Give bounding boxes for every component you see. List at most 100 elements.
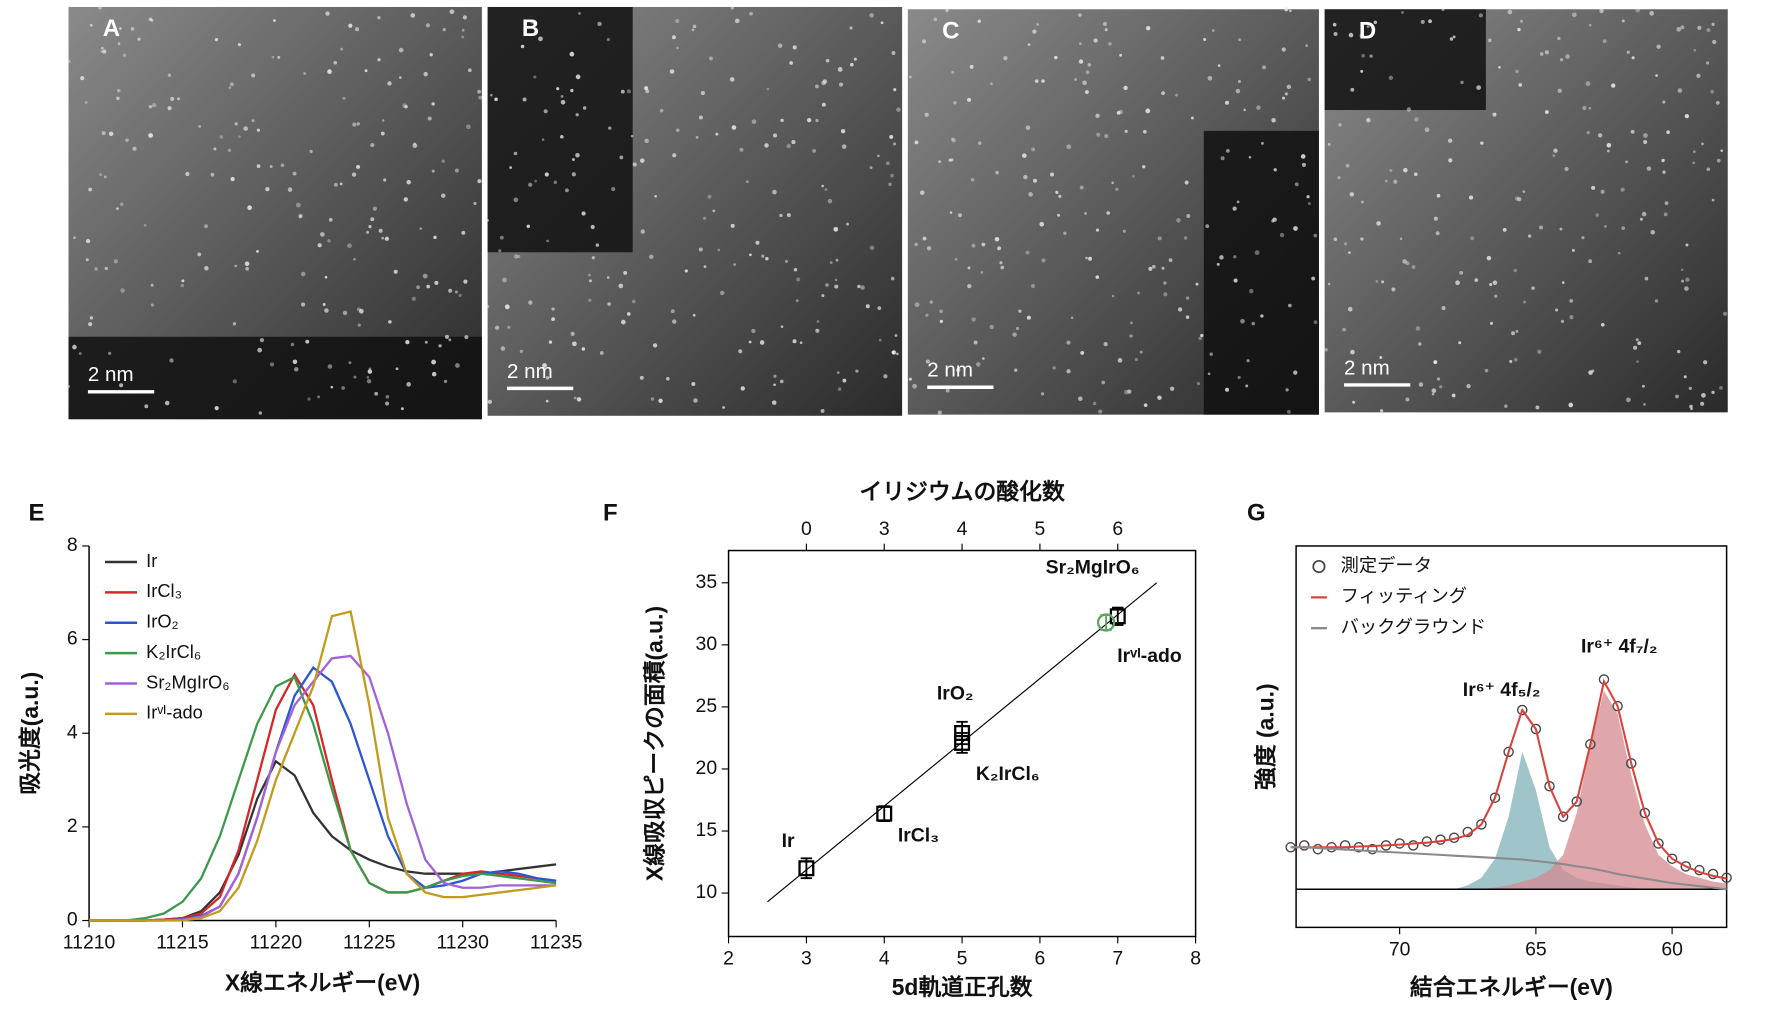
point-label: IrO₂ bbox=[937, 682, 974, 704]
atom-dot bbox=[709, 56, 713, 61]
atom-dot bbox=[1685, 243, 1689, 247]
atom-dot bbox=[1285, 388, 1289, 392]
atom-dot bbox=[88, 322, 93, 327]
point-label: Ir bbox=[782, 830, 795, 852]
atom-dot bbox=[1535, 405, 1540, 410]
x-tick-label: 3 bbox=[801, 947, 812, 969]
atom-dot bbox=[967, 283, 972, 289]
atom-dot bbox=[1712, 39, 1717, 45]
atom-dot bbox=[256, 164, 261, 168]
atom-dot bbox=[477, 89, 482, 94]
atom-dot bbox=[400, 407, 404, 411]
atom-dot bbox=[967, 266, 971, 270]
atom-dot bbox=[575, 152, 580, 158]
atom-dot bbox=[1301, 162, 1307, 167]
data-point bbox=[1476, 819, 1487, 830]
vacuum-region bbox=[1324, 9, 1486, 111]
atom-dot bbox=[691, 28, 695, 32]
atom-dot bbox=[108, 131, 114, 137]
atom-dot bbox=[1300, 154, 1306, 159]
atom-dot bbox=[1703, 360, 1708, 365]
atom-dot bbox=[581, 211, 586, 216]
atom-dot bbox=[1537, 349, 1542, 354]
atom-dot bbox=[1106, 211, 1110, 215]
atom-dot bbox=[1722, 311, 1728, 316]
atom-dot bbox=[219, 135, 223, 139]
atom-dot bbox=[1145, 25, 1151, 31]
atom-dot bbox=[1539, 52, 1544, 56]
atom-dot bbox=[1565, 54, 1570, 59]
atom-dot bbox=[1654, 299, 1659, 303]
x-tick-label: 8 bbox=[1190, 947, 1201, 969]
atom-dot bbox=[448, 338, 452, 342]
atom-dot bbox=[486, 219, 489, 222]
atom-dot bbox=[292, 359, 298, 365]
atom-dot bbox=[473, 201, 477, 206]
atom-dot bbox=[1414, 117, 1419, 122]
atom-dot bbox=[1142, 129, 1147, 134]
atom-dot bbox=[869, 166, 873, 170]
atom-dot bbox=[1332, 22, 1337, 27]
atom-dot bbox=[384, 236, 390, 241]
y-tick-label: 2 bbox=[67, 815, 78, 837]
atom-dot bbox=[650, 397, 655, 401]
atom-dot bbox=[1216, 262, 1220, 266]
scale-bar-label: 2 nm bbox=[1344, 356, 1390, 379]
atom-dot bbox=[1435, 231, 1440, 236]
atom-dot bbox=[1088, 256, 1093, 261]
atom-dot bbox=[1161, 266, 1165, 270]
atom-dot bbox=[542, 363, 547, 368]
atom-dot bbox=[1696, 73, 1701, 79]
atom-dot bbox=[1697, 25, 1702, 31]
atom-dot bbox=[564, 188, 569, 193]
atom-dot bbox=[1516, 196, 1522, 202]
atom-dot bbox=[251, 73, 256, 78]
atom-dot bbox=[89, 23, 93, 27]
atom-dot bbox=[340, 47, 344, 51]
atom-dot bbox=[519, 349, 523, 353]
x-tick-label: 11230 bbox=[436, 931, 489, 953]
atom-dot bbox=[1433, 360, 1437, 364]
atom-dot bbox=[982, 357, 985, 360]
atom-dot bbox=[1655, 74, 1658, 77]
atom-dot bbox=[1163, 281, 1167, 285]
atom-dot bbox=[234, 122, 238, 126]
atom-dot bbox=[1348, 32, 1354, 38]
atom-dot bbox=[1031, 147, 1036, 152]
atom-dot bbox=[116, 96, 120, 100]
atom-dot bbox=[125, 138, 129, 142]
atom-dot bbox=[1261, 141, 1264, 145]
atom-dot bbox=[1014, 368, 1018, 372]
atom-dot bbox=[381, 236, 384, 240]
atom-dot bbox=[1313, 233, 1318, 238]
atom-dot bbox=[865, 304, 870, 309]
point-label: Irᵛᴵ-ado bbox=[1117, 645, 1182, 667]
x2-tick-label: 5 bbox=[1035, 518, 1046, 540]
atom-dot bbox=[1478, 13, 1483, 18]
atom-dot bbox=[835, 258, 839, 262]
atom-dot bbox=[1553, 148, 1558, 153]
atom-dot bbox=[1625, 160, 1628, 164]
atom-dot bbox=[513, 254, 519, 259]
atom-dot bbox=[608, 126, 612, 130]
atom-dot bbox=[1389, 168, 1393, 173]
atom-dot bbox=[356, 307, 361, 312]
atom-dot bbox=[464, 335, 469, 340]
atom-dot bbox=[1492, 112, 1497, 117]
atom-dot bbox=[1639, 217, 1643, 221]
atom-dot bbox=[1279, 232, 1285, 238]
atom-dot bbox=[548, 340, 553, 344]
legend-label: IrO₂ bbox=[146, 611, 178, 632]
atom-dot bbox=[789, 61, 793, 65]
atom-dot bbox=[1249, 288, 1254, 294]
atom-dot bbox=[358, 308, 364, 314]
x-axis-label: 結合エネルギー(eV) bbox=[1410, 974, 1613, 1000]
atom-dot bbox=[1484, 368, 1489, 373]
atom-dot bbox=[1238, 38, 1242, 42]
point bbox=[1096, 613, 1116, 632]
atom-dot bbox=[1588, 23, 1592, 27]
legend-swatch bbox=[1312, 559, 1326, 574]
atom-dot bbox=[1195, 282, 1199, 286]
atom-dot bbox=[1217, 64, 1221, 67]
atom-dot bbox=[1023, 174, 1028, 180]
